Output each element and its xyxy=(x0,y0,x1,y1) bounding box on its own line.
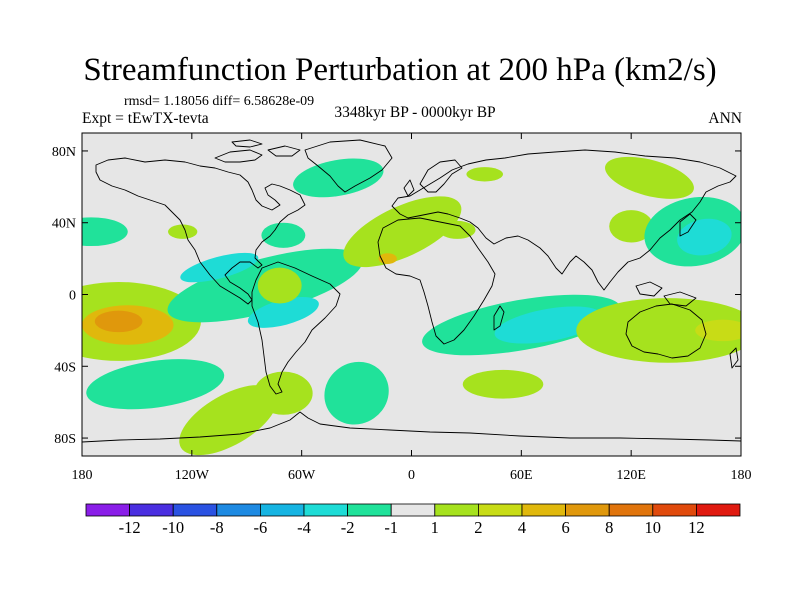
anomaly-sa2-11 xyxy=(324,361,389,425)
coast-scandinavia xyxy=(403,159,463,197)
colorbar-bin xyxy=(434,503,479,517)
colorbar-bin xyxy=(172,503,218,517)
lon-tick-label: 180 xyxy=(72,468,93,483)
anomaly-sa-8 xyxy=(257,267,302,304)
anomaly-eu-14 xyxy=(466,167,504,182)
coast-eurasia xyxy=(391,149,737,291)
season-label: ANN xyxy=(708,110,742,127)
axis-ticks: 80N 40N 0 40S 80S 180 120W 60W 0 60E 120E 180 xyxy=(52,133,752,483)
anomaly-us-26 xyxy=(168,224,198,239)
anomaly-na-16 xyxy=(438,220,476,239)
anomaly-eq-7 xyxy=(247,297,319,328)
stats-label: rmsd= 1.18056 diff= 6.58628e-09 xyxy=(124,94,315,109)
anomaly-so-23 xyxy=(462,369,544,399)
lon-tick-label: 60W xyxy=(288,468,316,483)
coast-australia xyxy=(625,303,707,359)
lat-tick-label: 80N xyxy=(52,145,76,160)
colorbar-label: 6 xyxy=(561,518,569,537)
colorbar-label: -2 xyxy=(341,518,355,537)
lon-tick-label: 120E xyxy=(616,468,646,483)
anomaly-fields xyxy=(82,156,741,456)
lat-tick-label: 40N xyxy=(52,217,76,232)
colorbar-bin xyxy=(259,503,305,517)
coast-antarctica xyxy=(82,411,741,443)
colorbar-bin xyxy=(85,503,130,517)
anomaly-aus-24 xyxy=(576,298,741,363)
coast-new-zealand xyxy=(729,347,739,369)
colorbar-label: 2 xyxy=(474,518,482,537)
colorbar: -12 -10 -8 -6 -4 -2 -1 1 2 4 6 8 10 12 xyxy=(85,503,741,537)
lat-tick-label: 40S xyxy=(54,360,76,375)
colorbar-label: 12 xyxy=(688,518,705,537)
coast-japan xyxy=(635,213,697,307)
colorbar-bin xyxy=(390,503,436,517)
anomaly-cp-2 xyxy=(94,310,143,333)
lon-tick-label: 0 xyxy=(408,468,415,483)
coast-greenland xyxy=(304,139,393,193)
anomaly-io-22 xyxy=(494,306,603,344)
anomaly-np-4 xyxy=(82,217,128,247)
coast-arctic-islands xyxy=(214,139,301,163)
colorbar-bin xyxy=(521,503,566,517)
anomaly-us-12 xyxy=(261,222,306,248)
colorbar-bin xyxy=(652,503,697,517)
colorbar-bin xyxy=(347,503,392,517)
colorbar-bin xyxy=(216,503,261,517)
period-label: 3348kyr BP - 0000kyr BP xyxy=(334,104,496,121)
coast-africa xyxy=(377,217,496,345)
lat-tick-label: 0 xyxy=(69,289,76,304)
coastlines xyxy=(82,139,741,443)
anomaly-sp-3 xyxy=(86,359,225,410)
coast-south-america xyxy=(251,261,341,395)
colorbar-label: -6 xyxy=(254,518,268,537)
colorbar-bin xyxy=(696,503,741,517)
colorbar-label: -12 xyxy=(119,518,141,537)
colorbar-label: 10 xyxy=(645,518,662,537)
colorbar-label: 4 xyxy=(518,518,526,537)
anomaly-asia-18 xyxy=(609,210,654,243)
anomaly-eq-6 xyxy=(180,252,259,283)
lon-tick-label: 180 xyxy=(731,468,752,483)
lon-tick-label: 120W xyxy=(175,468,210,483)
coast-north-america xyxy=(95,157,306,305)
anomaly-aus-25 xyxy=(695,319,741,342)
anomaly-ss-10 xyxy=(254,371,313,415)
lon-tick-label: 60E xyxy=(510,468,533,483)
colorbar-bin xyxy=(565,503,610,517)
coast-madagascar xyxy=(493,305,505,331)
plot-title: Streamfunction Perturbation at 200 hPa (… xyxy=(83,52,717,88)
anomaly-na-15 xyxy=(343,196,462,268)
anomaly-ss-9 xyxy=(179,385,278,456)
colorbar-label: -4 xyxy=(297,518,311,537)
colorbar-bin xyxy=(477,503,523,517)
colorbar-label: -10 xyxy=(162,518,184,537)
lat-tick-label: 80S xyxy=(54,432,76,447)
colorbar-label: 8 xyxy=(605,518,613,537)
colorbar-label: 1 xyxy=(431,518,439,537)
colorbar-bin xyxy=(129,503,174,517)
colorbar-label: -1 xyxy=(384,518,398,537)
anomaly-sib-17 xyxy=(605,156,694,199)
colorbar-bin xyxy=(608,503,654,517)
anomaly-gl-13 xyxy=(293,158,384,198)
experiment-label: Expt = tEwTX-tevta xyxy=(82,110,209,127)
colorbar-bin xyxy=(303,503,348,517)
colorbar-label: -8 xyxy=(210,518,224,537)
